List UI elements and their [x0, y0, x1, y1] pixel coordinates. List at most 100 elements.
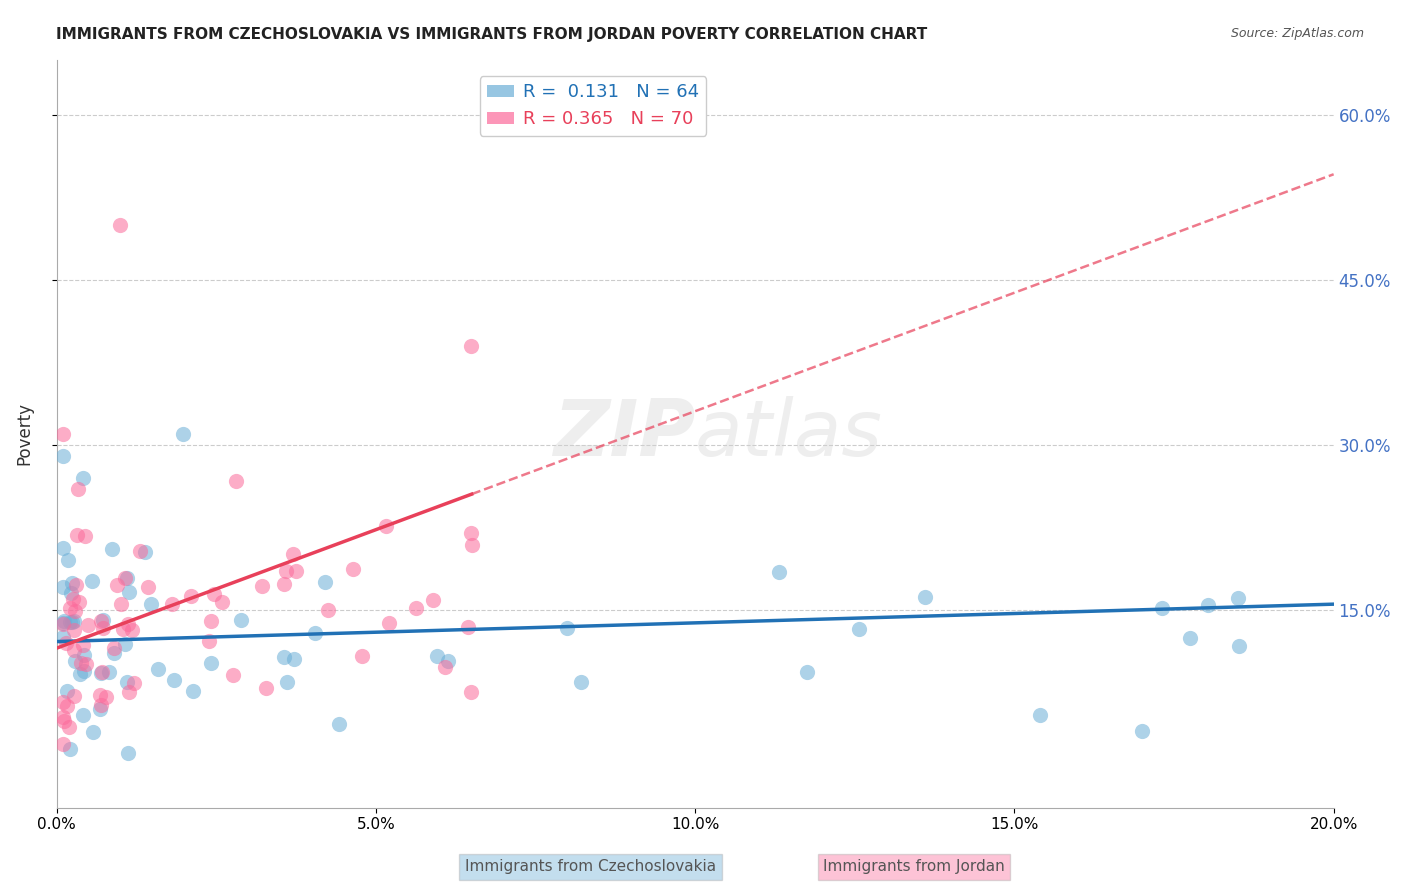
Point	[58, 720, 80, 734]
Point	[117, 746, 139, 760]
Point	[76, 617, 98, 632]
Point	[273, 649, 295, 664]
Point	[172, 426, 194, 441]
Point	[75, 528, 97, 542]
Point	[90, 666, 112, 681]
Point	[225, 475, 247, 489]
Point	[1029, 707, 1052, 722]
Point	[72, 707, 94, 722]
Point	[59, 601, 82, 615]
Point	[59, 615, 82, 629]
Point	[1152, 601, 1174, 615]
Point	[66, 528, 89, 542]
Point	[457, 619, 479, 633]
Point	[422, 593, 444, 607]
Point	[60, 576, 83, 591]
Text: atlas: atlas	[695, 396, 883, 472]
Point	[63, 689, 86, 703]
Point	[52, 580, 75, 594]
Y-axis label: Poverty: Poverty	[15, 402, 32, 465]
Point	[69, 667, 91, 681]
Point	[56, 553, 79, 567]
Point	[63, 623, 86, 637]
Point	[283, 652, 305, 666]
Point	[91, 621, 114, 635]
Point	[52, 541, 75, 555]
Point	[1197, 599, 1219, 613]
Point	[110, 218, 132, 232]
Point	[52, 449, 75, 463]
Point	[91, 665, 114, 680]
Point	[98, 665, 121, 680]
Point	[89, 688, 111, 702]
Point	[62, 614, 84, 628]
Point	[75, 657, 97, 672]
Point	[1227, 640, 1250, 654]
Point	[66, 482, 89, 496]
Point	[1226, 591, 1249, 606]
Point	[273, 577, 295, 591]
Point	[328, 716, 350, 731]
Point	[1178, 631, 1201, 645]
Point	[434, 660, 457, 674]
Point	[160, 597, 183, 611]
Point	[426, 648, 449, 663]
Point	[52, 616, 75, 631]
Point	[276, 564, 298, 578]
Point	[53, 714, 76, 729]
Point	[254, 681, 277, 695]
Point	[115, 675, 138, 690]
Point	[128, 543, 150, 558]
Point	[134, 545, 156, 559]
Point	[82, 724, 104, 739]
Point	[52, 615, 75, 630]
Point	[796, 665, 818, 680]
Point	[105, 577, 128, 591]
Point	[91, 613, 114, 627]
Point	[118, 685, 141, 699]
Point	[115, 570, 138, 584]
Point	[122, 676, 145, 690]
Point	[65, 578, 87, 592]
Point	[103, 640, 125, 655]
Point	[101, 541, 124, 556]
Point	[378, 616, 401, 631]
Point	[52, 710, 75, 724]
Point	[316, 602, 339, 616]
Point	[198, 634, 221, 648]
Point	[314, 574, 336, 589]
Point	[569, 675, 592, 690]
Point	[180, 589, 202, 603]
Point	[136, 580, 159, 594]
Text: Source: ZipAtlas.com: Source: ZipAtlas.com	[1230, 27, 1364, 40]
Point	[200, 614, 222, 628]
Point	[139, 597, 162, 611]
Point	[211, 595, 233, 609]
Point	[70, 656, 93, 670]
Point	[914, 590, 936, 604]
Point	[375, 518, 398, 533]
Point	[52, 630, 75, 644]
Text: IMMIGRANTS FROM CZECHOSLOVAKIA VS IMMIGRANTS FROM JORDAN POVERTY CORRELATION CHA: IMMIGRANTS FROM CZECHOSLOVAKIA VS IMMIGR…	[56, 27, 928, 42]
Point	[276, 675, 298, 690]
Text: Immigrants from Jordan: Immigrants from Jordan	[823, 859, 1005, 874]
Point	[94, 690, 117, 704]
Legend: R =  0.131   N = 64, R = 0.365   N = 70: R = 0.131 N = 64, R = 0.365 N = 70	[479, 76, 706, 136]
Text: Immigrants from Czechoslovakia: Immigrants from Czechoslovakia	[465, 859, 716, 874]
Point	[121, 623, 143, 637]
Point	[114, 570, 136, 584]
Point	[768, 565, 790, 579]
Point	[437, 655, 460, 669]
Point	[59, 742, 82, 756]
Point	[1130, 723, 1153, 738]
Point	[103, 646, 125, 660]
Point	[146, 662, 169, 676]
Text: ZIP: ZIP	[553, 396, 695, 472]
Point	[55, 684, 77, 698]
Point	[117, 617, 139, 632]
Point	[222, 668, 245, 682]
Point	[304, 625, 326, 640]
Point	[62, 591, 84, 606]
Point	[53, 614, 76, 628]
Point	[281, 547, 304, 561]
